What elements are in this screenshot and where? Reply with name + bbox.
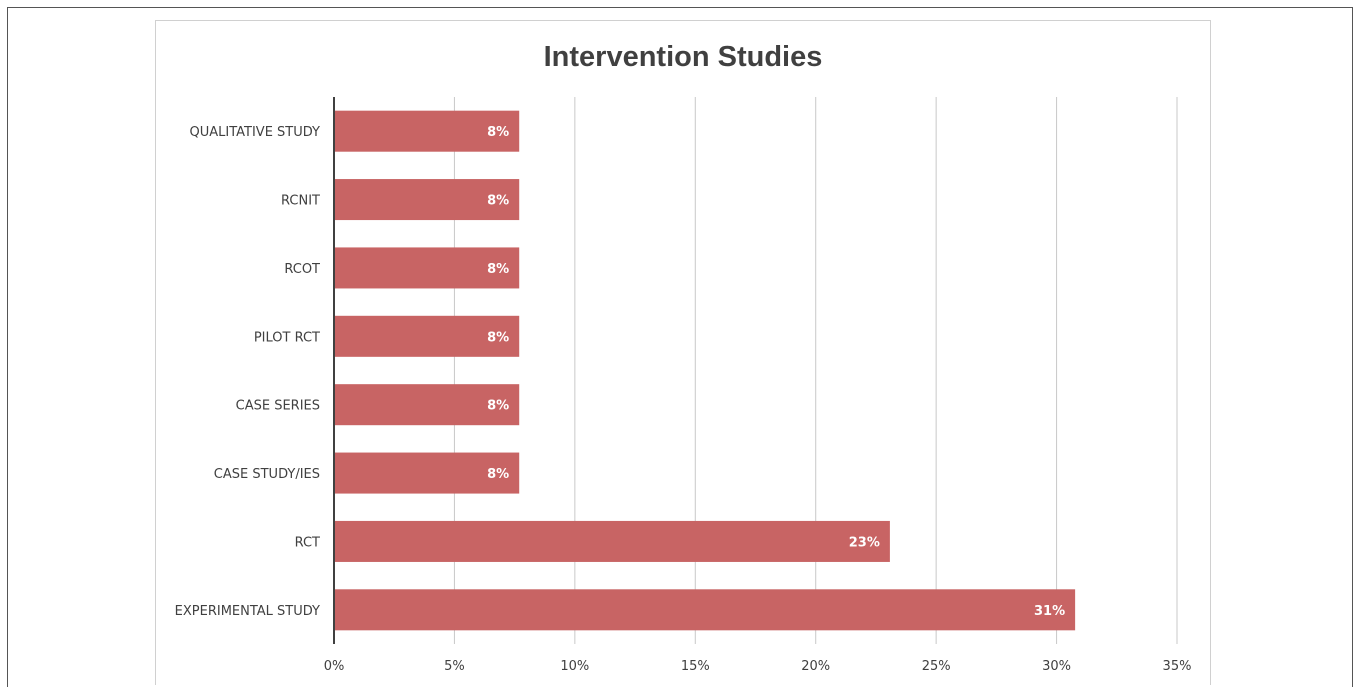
x-tick-label: 20% — [801, 659, 830, 674]
data-label: 8% — [487, 467, 509, 482]
x-tick-labels: 0% 5% 10% 15% 20% 25% 30% 35% — [324, 659, 1192, 674]
bar — [334, 110, 520, 152]
data-label: 8% — [487, 262, 509, 277]
x-tick-label: 15% — [681, 659, 710, 674]
category-label: CASE SERIES — [236, 399, 320, 414]
x-tick-label: 25% — [922, 659, 951, 674]
x-tick-label: 35% — [1163, 659, 1192, 674]
x-tick-label: 10% — [560, 659, 589, 674]
x-tick-label: 0% — [324, 659, 345, 674]
category-label: RCOT — [284, 262, 320, 277]
data-label: 8% — [487, 399, 509, 414]
chart-title: Intervention Studies — [544, 41, 823, 73]
bar — [334, 384, 520, 426]
data-label: 8% — [487, 125, 509, 140]
category-label: RCT — [295, 535, 320, 550]
category-label: PILOT RCT — [254, 330, 320, 345]
data-label: 8% — [487, 194, 509, 209]
bar — [334, 247, 520, 289]
bar — [334, 589, 1076, 631]
page-frame — [7, 7, 1353, 687]
bars — [334, 110, 1076, 631]
data-label: 8% — [487, 330, 509, 345]
category-label: EXPERIMENTAL STUDY — [175, 604, 320, 619]
x-tick-label: 30% — [1042, 659, 1071, 674]
bar — [334, 452, 520, 494]
chart-area — [155, 20, 1211, 685]
bar — [334, 179, 520, 221]
x-tick-label: 5% — [444, 659, 465, 674]
category-label: CASE STUDY/IES — [214, 467, 320, 482]
bar — [334, 520, 890, 562]
category-label: RCNIT — [281, 194, 320, 209]
data-label: 23% — [849, 535, 880, 550]
data-label: 31% — [1034, 604, 1065, 619]
data-labels: 8% 8% 8% 8% 8% 8% 23% 31% — [487, 125, 1065, 619]
category-label: QUALITATIVE STUDY — [190, 125, 321, 140]
category-labels: QUALITATIVE STUDY RCNIT RCOT PILOT RCT CASE … — [175, 125, 320, 619]
bar — [334, 315, 520, 357]
